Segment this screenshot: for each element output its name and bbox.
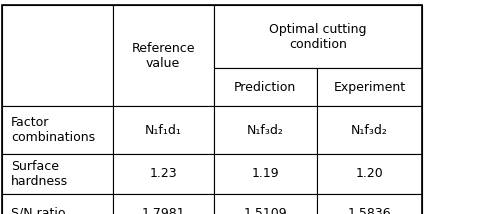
Text: 1.23: 1.23 <box>149 167 177 180</box>
Bar <box>317 154 422 194</box>
Text: Experiment: Experiment <box>334 81 406 94</box>
Bar <box>214 5 422 68</box>
Bar <box>317 194 422 214</box>
Text: 1.7981: 1.7981 <box>142 207 185 214</box>
Bar <box>317 68 422 106</box>
Text: Optimal cutting
condition: Optimal cutting condition <box>269 23 367 51</box>
Bar <box>2 5 113 106</box>
Text: S/N ratio: S/N ratio <box>11 207 66 214</box>
Text: 1.20: 1.20 <box>356 167 384 180</box>
Text: 1.5836: 1.5836 <box>348 207 391 214</box>
Bar <box>2 106 113 154</box>
Bar <box>2 194 113 214</box>
Text: 1.19: 1.19 <box>252 167 279 180</box>
Bar <box>113 194 214 214</box>
Text: N₁f₃d₂: N₁f₃d₂ <box>247 123 284 137</box>
Text: Prediction: Prediction <box>234 81 296 94</box>
Bar <box>214 68 317 106</box>
Bar <box>113 106 214 154</box>
Bar <box>214 194 317 214</box>
Text: 1.5109: 1.5109 <box>243 207 287 214</box>
Text: Surface
hardness: Surface hardness <box>11 160 68 188</box>
Bar <box>214 154 317 194</box>
Bar <box>214 106 317 154</box>
Text: Reference
value: Reference value <box>132 42 195 70</box>
Text: N₁f₁d₁: N₁f₁d₁ <box>145 123 181 137</box>
Text: N₁f₃d₂: N₁f₃d₂ <box>351 123 388 137</box>
Bar <box>317 106 422 154</box>
Text: Factor
combinations: Factor combinations <box>11 116 95 144</box>
Bar <box>113 154 214 194</box>
Bar <box>113 5 214 106</box>
Bar <box>2 154 113 194</box>
Bar <box>2 5 422 214</box>
